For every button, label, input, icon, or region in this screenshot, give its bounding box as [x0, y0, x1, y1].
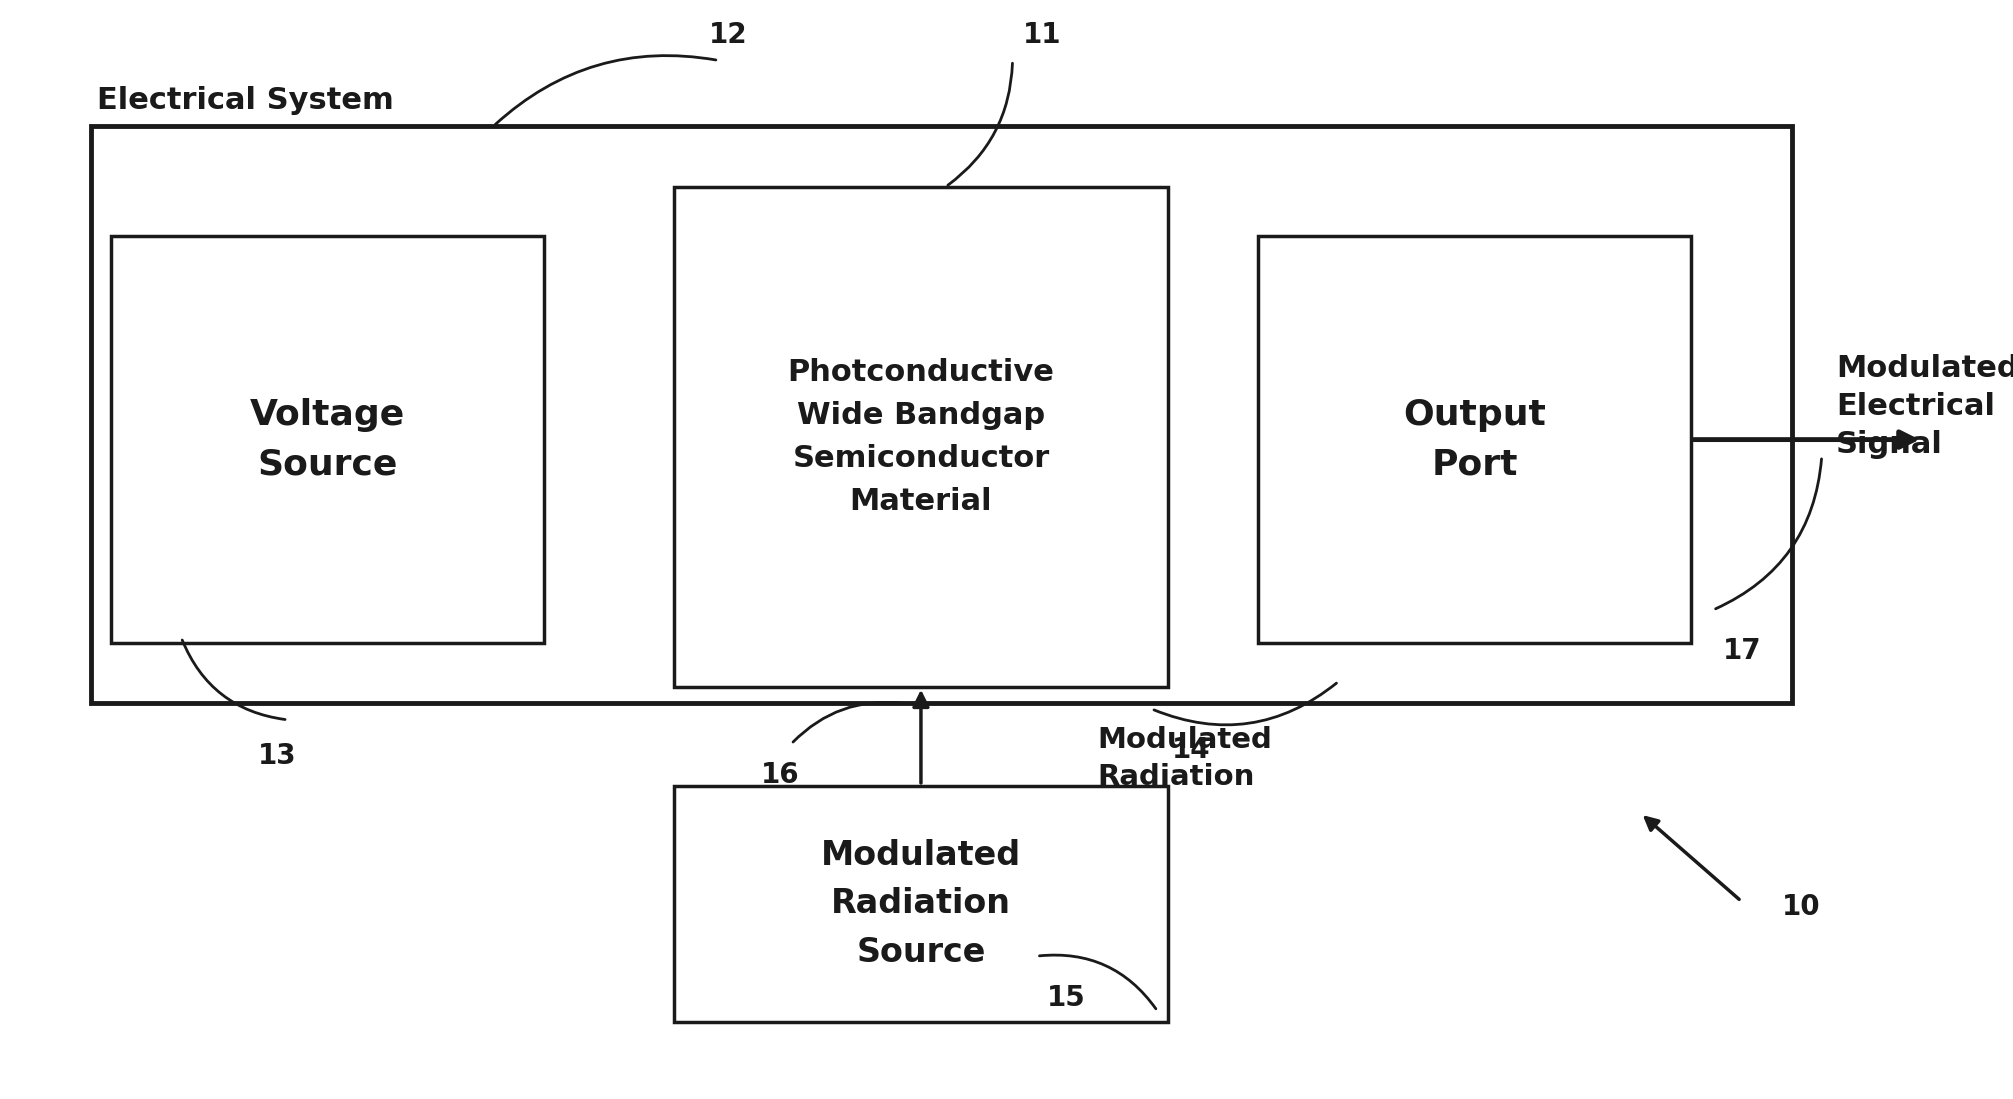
- Bar: [111, 236, 544, 643]
- Bar: [674, 187, 1168, 687]
- Text: Modulated
Electrical
Signal: Modulated Electrical Signal: [1836, 354, 2013, 459]
- Text: 12: 12: [709, 22, 747, 49]
- Text: 16: 16: [761, 761, 799, 788]
- Text: 13: 13: [258, 742, 296, 769]
- Text: 14: 14: [1172, 736, 1210, 764]
- Bar: [1258, 236, 1691, 643]
- Text: 15: 15: [1047, 984, 1085, 1011]
- Bar: [91, 126, 1792, 703]
- Text: Voltage
Source: Voltage Source: [250, 398, 405, 481]
- Bar: [674, 786, 1168, 1022]
- Text: Electrical System: Electrical System: [97, 87, 393, 115]
- Text: Modulated
Radiation
Source: Modulated Radiation Source: [821, 839, 1021, 969]
- Text: 10: 10: [1782, 892, 1820, 921]
- Text: 11: 11: [1023, 22, 1061, 49]
- Text: 17: 17: [1723, 637, 1761, 665]
- Text: Photconductive
Wide Bandgap
Semiconductor
Material: Photconductive Wide Bandgap Semiconducto…: [787, 358, 1055, 515]
- Text: Output
Port: Output Port: [1403, 398, 1546, 481]
- Text: Modulated
Radiation: Modulated Radiation: [1097, 726, 1272, 790]
